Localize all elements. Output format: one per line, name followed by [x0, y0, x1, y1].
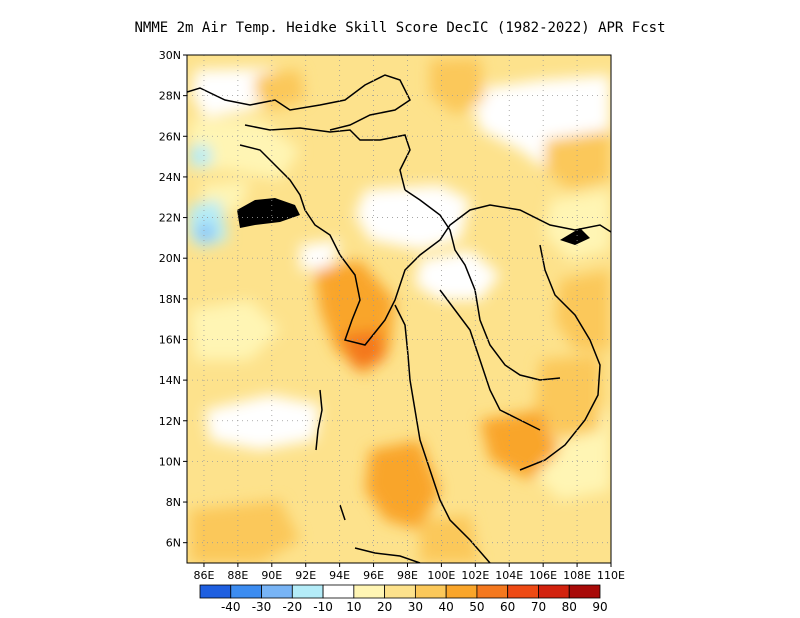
colorbar-swatch [199, 584, 232, 599]
colorbar-swatch [568, 584, 601, 599]
colorbar-swatch [230, 584, 262, 599]
lon-tick-label: 108E [563, 569, 591, 582]
shading-lightblue-22n [188, 200, 228, 248]
lat-tick-label: 18N [159, 293, 181, 306]
shading-orange-vietnam [555, 270, 610, 350]
colorbar-swatch [476, 584, 509, 599]
plot-frame [186, 54, 612, 564]
colorbar-swatch [445, 584, 478, 599]
colorbar-label: 60 [500, 600, 515, 614]
colorbar-label: 40 [439, 600, 454, 614]
colorbar-label: -10 [313, 600, 333, 614]
shading-blue-21n [198, 224, 212, 240]
shading-light-e [545, 190, 610, 260]
lat-axis: 6N 8N 10N 12N 14N 16N 18N 20N 22N 24N 26N 28N 30N [159, 49, 187, 550]
lat-tick-label: 10N [159, 455, 181, 468]
shading-orange-malay [420, 515, 480, 563]
colorbar-swatch [291, 584, 324, 599]
shading-white-small [300, 240, 340, 270]
coast-vietnam [519, 244, 601, 471]
lat-tick-label: 24N [159, 171, 181, 184]
delta-detail [237, 198, 590, 245]
lat-tick-label: 8N [166, 496, 181, 509]
colorbar-swatch [384, 584, 416, 599]
lon-tick-label: 86E [193, 569, 214, 582]
colorbar-swatch [261, 584, 293, 599]
shading-orange-andaman [365, 440, 440, 530]
red-river-delta [560, 228, 590, 245]
lon-tick-label: 88E [227, 569, 248, 582]
border-nepal-china [187, 74, 411, 131]
colorbar-swatch [538, 584, 570, 599]
colorbar: -40 -30 -20 -10 10 20 30 40 50 60 70 80 90 [199, 584, 608, 614]
colorbar-label: -30 [252, 600, 272, 614]
lon-tick-label: 110E [597, 569, 625, 582]
coast-bangladesh-myanmar [239, 144, 611, 346]
colorbar-label: 10 [346, 600, 361, 614]
lat-tick-label: 28N [159, 90, 181, 103]
lat-tick-label: 30N [159, 49, 181, 62]
shading-orange-ne [545, 130, 610, 190]
lon-tick-label: 106E [529, 569, 557, 582]
shading-orange-s-vietnam [535, 355, 600, 440]
coast-thai-peninsula [394, 304, 491, 563]
shading-orange-nw [255, 70, 305, 110]
lat-tick-label: 16N [159, 333, 181, 346]
border-thailand-cambodia [439, 289, 541, 431]
lat-tick-label: 20N [159, 252, 181, 265]
colorbar-label: 70 [531, 600, 546, 614]
shading-light-nw2 [190, 120, 300, 180]
lat-tick-label: 26N [159, 130, 181, 143]
lon-tick-label: 98E [397, 569, 418, 582]
coast-sumatra [354, 547, 421, 563]
lon-tick-label: 100E [427, 569, 455, 582]
colorbar-swatch [322, 584, 355, 599]
lat-tick-label: 6N [166, 537, 181, 550]
ganges-delta [237, 198, 300, 228]
colorbar-label: 90 [592, 600, 607, 614]
nicobar-islands [339, 504, 346, 521]
colorbar-swatch [353, 584, 386, 599]
lon-tick-label: 94E [329, 569, 350, 582]
chart-title: NMME 2m Air Temp. Heidke Skill Score Dec… [134, 20, 666, 36]
lat-tick-label: 22N [159, 212, 181, 225]
shading-orange-n [430, 58, 485, 115]
lon-tick-label: 92E [295, 569, 316, 582]
colorbar-swatch [414, 584, 447, 599]
lon-axis: 86E 88E 90E 92E 94E 96E 98E 100E 102E 104E 106E 108… [193, 563, 625, 582]
shading-orange-sw [190, 500, 300, 563]
skill-shading [187, 55, 611, 563]
lon-tick-label: 90E [261, 569, 282, 582]
colorbar-label: 30 [408, 600, 423, 614]
lat-tick-label: 12N [159, 415, 181, 428]
lon-tick-label: 104E [495, 569, 523, 582]
shading-white-bay [205, 395, 320, 450]
border-bhutan-ne-india [244, 124, 411, 191]
grid-lines [187, 55, 611, 563]
shading-white-laos [415, 250, 500, 300]
colorbar-swatch [507, 584, 539, 599]
shading-lightblue-25n [190, 145, 212, 168]
colorbar-label: 80 [562, 600, 577, 614]
lon-tick-label: 102E [461, 569, 489, 582]
colorbar-label: -40 [221, 600, 241, 614]
colorbar-label: -20 [283, 600, 303, 614]
andaman-islands [315, 389, 323, 451]
lat-tick-label: 14N [159, 374, 181, 387]
colorbar-label: 50 [469, 600, 484, 614]
coastlines-borders [187, 74, 611, 563]
colorbar-label: 20 [377, 600, 392, 614]
shading-light-w2 [190, 300, 280, 360]
lon-tick-label: 96E [363, 569, 384, 582]
